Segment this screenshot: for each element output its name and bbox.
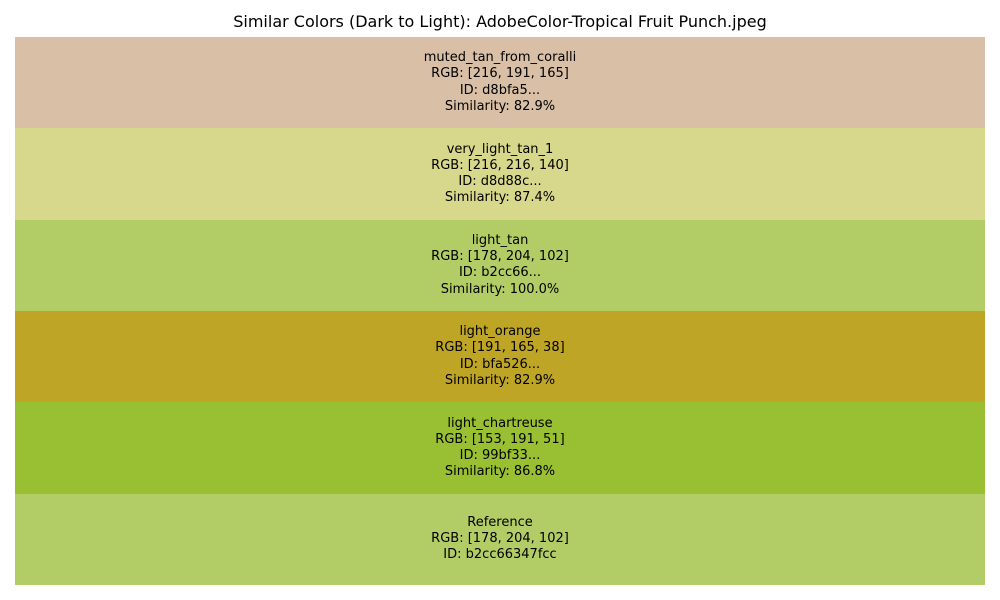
- swatch-id: ID: 99bf33...: [459, 447, 541, 463]
- chart-title: Similar Colors (Dark to Light): AdobeCol…: [233, 12, 767, 31]
- swatch-id: ID: d8bfa5...: [459, 82, 541, 98]
- swatch-rgb: RGB: [216, 191, 165]: [431, 66, 569, 82]
- reference-swatch: Reference RGB: [178, 204, 102] ID: b2cc663…: [15, 493, 985, 585]
- swatch-name: Reference: [467, 515, 533, 531]
- color-swatch: very_light_tan_1 RGB: [216, 216, 140] ID: …: [15, 128, 985, 220]
- swatch-rgb: RGB: [191, 165, 38]: [435, 340, 565, 356]
- swatch-name: muted_tan_from_coralli: [423, 50, 577, 66]
- swatch-similarity: Similarity: 100.0%: [440, 281, 560, 297]
- swatch-name: light_orange: [459, 324, 541, 340]
- swatch-name: very_light_tan_1: [446, 141, 554, 157]
- swatch-rgb: RGB: [178, 204, 102]: [431, 249, 569, 265]
- swatch-id: ID: bfa526...: [459, 356, 541, 372]
- color-swatch: light_orange RGB: [191, 165, 38] ID: bfa52…: [15, 311, 985, 403]
- swatch-similarity: Similarity: 86.8%: [444, 464, 556, 480]
- swatch-id: ID: b2cc66...: [458, 265, 542, 281]
- swatch-rgb: RGB: [216, 216, 140]: [431, 157, 569, 173]
- swatch-name: light_tan: [471, 232, 529, 248]
- swatch-similarity: Similarity: 87.4%: [444, 190, 556, 206]
- swatch-rgb: RGB: [178, 204, 102]: [431, 531, 569, 547]
- swatch-id: ID: b2cc66347fcc: [443, 547, 557, 563]
- swatch-id: ID: d8d88c...: [458, 173, 542, 189]
- color-swatch: muted_tan_from_coralli RGB: [216, 191, 16…: [15, 37, 985, 129]
- swatch-name: light_chartreuse: [447, 415, 553, 431]
- color-swatch: light_chartreuse RGB: [153, 191, 51] ID: 9…: [15, 402, 985, 494]
- swatch-similarity: Similarity: 82.9%: [444, 372, 556, 388]
- color-swatch-list: muted_tan_from_coralli RGB: [216, 191, 16…: [15, 37, 985, 585]
- swatch-similarity: Similarity: 82.9%: [444, 98, 556, 114]
- color-swatch: light_tan RGB: [178, 204, 102] ID: b2cc66.…: [15, 219, 985, 311]
- swatch-rgb: RGB: [153, 191, 51]: [435, 431, 565, 447]
